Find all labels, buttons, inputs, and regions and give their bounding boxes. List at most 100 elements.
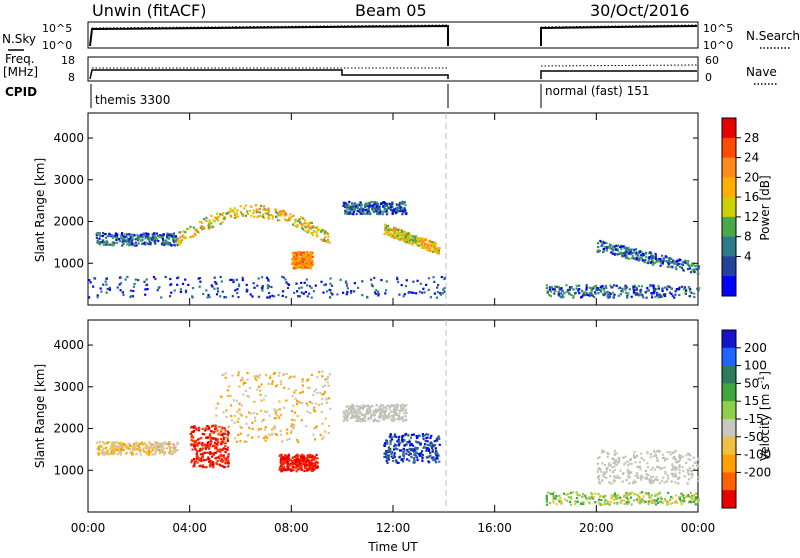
- velocity-colorbar-cell: [722, 383, 736, 402]
- power-point: [386, 212, 389, 215]
- velocity-ytick-label: 2000: [53, 422, 84, 436]
- power-point: [310, 263, 313, 267]
- power-point: [623, 286, 626, 289]
- velocity-point: [260, 383, 263, 386]
- power-point: [136, 237, 139, 240]
- power-point: [684, 291, 687, 295]
- power-ytick-label: 2000: [53, 215, 84, 229]
- velocity-point: [287, 454, 290, 457]
- velocity-point: [557, 499, 560, 502]
- velocity-point: [128, 442, 131, 445]
- velocity-point: [608, 462, 611, 465]
- velocity-point: [258, 385, 261, 388]
- power-colorbar-cell: [722, 216, 736, 238]
- power-point: [429, 296, 432, 299]
- velocity-point: [274, 427, 277, 430]
- velocity-point: [215, 429, 218, 433]
- velocity-point: [648, 494, 651, 497]
- velocity-point: [669, 453, 672, 456]
- velocity-point: [233, 421, 236, 424]
- power-point: [297, 250, 300, 253]
- power-point: [244, 214, 247, 217]
- velocity-point: [627, 464, 630, 467]
- velocity-point: [246, 371, 249, 375]
- power-point: [288, 218, 291, 221]
- power-point: [622, 252, 625, 255]
- velocity-point: [429, 454, 432, 457]
- power-point: [591, 287, 594, 290]
- velocity-point: [238, 402, 241, 405]
- velocity-point: [117, 453, 120, 456]
- power-point: [128, 241, 131, 244]
- velocity-point: [218, 455, 221, 458]
- velocity-point: [161, 446, 164, 449]
- power-point: [268, 295, 271, 298]
- velocity-point: [198, 449, 201, 452]
- velocity-point: [293, 391, 296, 394]
- velocity-point: [135, 444, 138, 447]
- velocity-point: [296, 439, 299, 442]
- velocity-point: [384, 406, 387, 409]
- velocity-point: [689, 501, 692, 504]
- power-point: [672, 259, 675, 263]
- power-point: [105, 291, 108, 294]
- power-point: [430, 243, 434, 246]
- velocity-point: [581, 495, 584, 498]
- power-point: [286, 286, 290, 290]
- power-point: [400, 230, 403, 233]
- velocity-point: [239, 425, 242, 428]
- freq-tick-bottom: 8: [68, 71, 75, 84]
- velocity-point: [149, 445, 152, 448]
- power-point: [238, 283, 241, 286]
- velocity-point: [648, 496, 651, 499]
- velocity-point: [113, 452, 116, 455]
- power-point: [292, 257, 295, 260]
- power-point: [412, 291, 415, 294]
- power-point: [330, 284, 333, 287]
- velocity-point: [553, 496, 556, 499]
- velocity-point: [552, 501, 555, 504]
- velocity-point: [380, 408, 383, 411]
- power-point: [267, 278, 270, 281]
- velocity-point: [671, 497, 674, 500]
- velocity-point: [316, 466, 319, 469]
- velocity-point: [421, 450, 424, 453]
- power-point: [219, 295, 222, 298]
- power-point: [312, 290, 315, 293]
- power-point: [435, 296, 438, 299]
- power-point: [604, 292, 607, 295]
- power-point: [359, 201, 362, 204]
- power-point: [678, 286, 681, 289]
- velocity-point: [306, 456, 309, 459]
- velocity-point: [190, 431, 193, 434]
- power-point: [158, 236, 161, 239]
- velocity-point: [601, 479, 604, 482]
- velocity-point: [405, 411, 408, 414]
- power-point: [405, 212, 408, 216]
- velocity-xtick-label: 04:00: [172, 521, 207, 535]
- velocity-point: [639, 468, 642, 471]
- velocity-point: [406, 441, 409, 444]
- power-point: [198, 277, 202, 280]
- velocity-point: [293, 411, 297, 414]
- power-point: [580, 296, 583, 299]
- power-point: [142, 232, 145, 235]
- power-point: [252, 282, 255, 285]
- power-point: [391, 212, 394, 215]
- velocity-point: [426, 444, 429, 447]
- power-point: [392, 209, 395, 212]
- velocity-point: [649, 453, 653, 456]
- velocity-point: [139, 450, 142, 453]
- velocity-point: [598, 456, 601, 459]
- velocity-point: [683, 475, 686, 478]
- power-point: [661, 295, 664, 298]
- velocity-point: [225, 409, 228, 412]
- velocity-point: [313, 390, 316, 393]
- power-point: [693, 265, 696, 268]
- velocity-point: [295, 402, 299, 406]
- power-point: [685, 262, 688, 265]
- power-point: [282, 290, 285, 293]
- power-point: [245, 283, 248, 286]
- velocity-point: [195, 449, 198, 452]
- power-point: [130, 240, 133, 243]
